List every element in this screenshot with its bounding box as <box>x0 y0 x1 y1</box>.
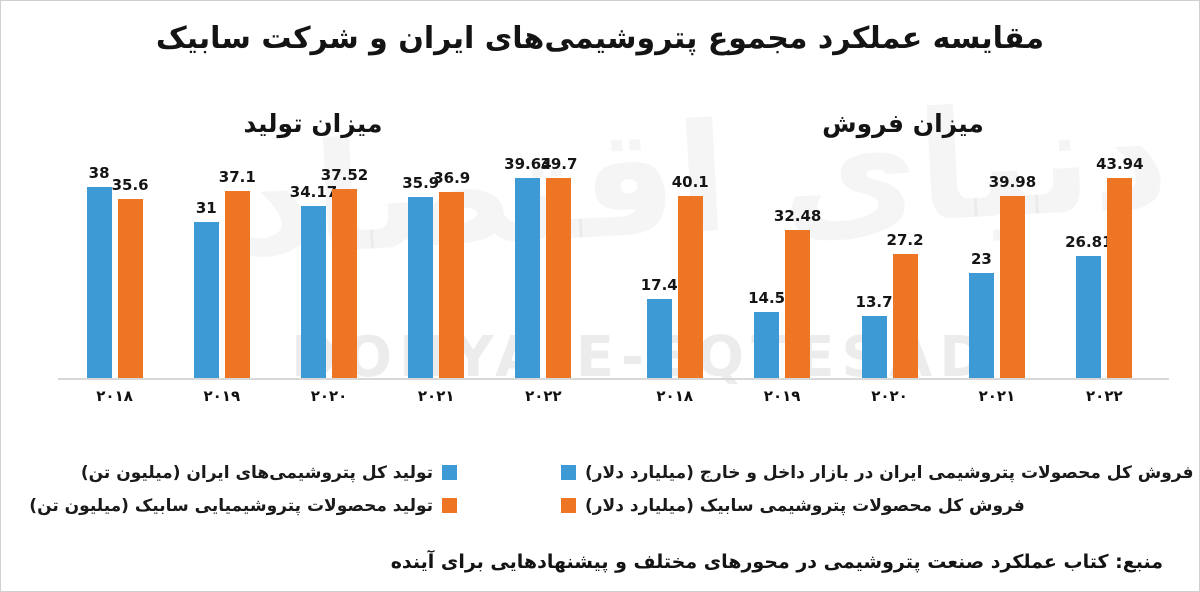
bar-iran: 14.5 <box>748 289 785 378</box>
bar-sabic: 32.48 <box>774 207 821 378</box>
legend-swatch-blue <box>561 465 576 480</box>
legend-swatch-blue <box>442 465 457 480</box>
legend-swatch-orange <box>561 498 576 513</box>
bar-iran: 17.4 <box>641 276 678 378</box>
legend-label: تولید کل پتروشیمی‌های ایران (میلیون تن) <box>80 462 433 483</box>
bar-iran: 34.17 <box>290 183 337 378</box>
chart-title: مقایسه عملکرد مجموع پتروشیمی‌های ایران و… <box>155 21 1045 56</box>
x-axis-line <box>58 378 1169 380</box>
sales-year-labels: ۲۰۱۸ ۲۰۱۹ ۲۰۲۰ ۲۰۲۱ ۲۰۲۲ <box>621 387 1158 405</box>
legend-sales: فروش کل محصولات پتروشیمی ایران در بازار … <box>561 461 1194 517</box>
bar-iran: 23 <box>968 250 994 378</box>
year-label: ۲۰۱۹ <box>203 387 241 405</box>
bar-group: 39.64 39.7 <box>490 151 597 378</box>
value-label: 36.9 <box>433 169 471 188</box>
value-label: 13.7 <box>855 292 893 311</box>
value-label: 14.5 <box>748 289 786 307</box>
bar-sabic: 39.7 <box>540 155 577 378</box>
value-label: 40.1 <box>671 172 709 191</box>
year-label: ۲۰۲۱ <box>417 387 455 405</box>
bar-group: 35.9 36.9 <box>383 151 490 378</box>
value-label: 37.1 <box>218 168 256 187</box>
value-label: 31 <box>195 198 217 217</box>
bar-sabic: 35.6 <box>112 176 149 378</box>
legend-item-iran-sales: فروش کل محصولات پتروشیمی ایران در بازار … <box>561 461 1194 484</box>
year-label: ۲۰۱۸ <box>96 387 133 405</box>
bar-iran: 38 <box>86 164 112 378</box>
source-note: منبع: کتاب عملکرد صنعت پتروشیمی در محوره… <box>390 551 1163 573</box>
year-label: ۲۰۲۰ <box>871 387 908 405</box>
bar-iran: 35.9 <box>402 174 439 378</box>
value-label: 38 <box>88 163 110 182</box>
bar-sabic: 36.9 <box>433 169 470 378</box>
bar-sabic: 27.2 <box>887 231 924 378</box>
value-label: 37.52 <box>320 166 369 184</box>
value-label: 26.81 <box>1065 233 1113 251</box>
value-label: 39.7 <box>540 155 578 173</box>
value-label: 35.9 <box>402 174 440 193</box>
legend-swatch-orange <box>442 498 457 513</box>
value-label: 35.6 <box>111 175 149 194</box>
year-label: ۲۰۱۹ <box>763 387 801 405</box>
bar-group: 23 39.98 <box>943 151 1050 378</box>
bar-sabic: 37.52 <box>321 166 368 378</box>
value-label: 27.2 <box>886 231 924 250</box>
bar-group: 38 35.6 <box>61 151 168 378</box>
subtitle-production: میزان تولید <box>243 109 383 138</box>
value-label: 39.64 <box>504 155 552 174</box>
value-label: 17.4 <box>640 275 678 294</box>
bar-sabic: 40.1 <box>672 173 709 378</box>
year-label: ۲۰۲۲ <box>525 387 562 405</box>
legend-item-sabic-production: تولید محصولات پتروشیمیایی سابیک (میلیون … <box>29 494 457 517</box>
legend-production: تولید کل پتروشیمی‌های ایران (میلیون تن) … <box>29 461 457 517</box>
bar-group: 34.17 37.52 <box>275 151 382 378</box>
legend-item-iran-production: تولید کل پتروشیمی‌های ایران (میلیون تن) <box>29 461 457 484</box>
value-label: 43.94 <box>1096 155 1144 173</box>
legend-label: فروش کل محصولات پتروشیمی ایران در بازار … <box>585 462 1194 483</box>
bar-group: 14.5 32.48 <box>728 151 835 378</box>
value-label: 23 <box>970 250 992 269</box>
legend-label: تولید محصولات پتروشیمیایی سابیک (میلیون … <box>29 495 433 516</box>
bar-iran: 13.7 <box>856 293 893 378</box>
bar-sabic: 43.94 <box>1096 155 1144 378</box>
legend-label: فروش کل محصولات پتروشیمی سابیک (میلیارد … <box>585 495 1025 516</box>
value-label: 34.17 <box>289 182 338 201</box>
bar-group: 31 37.1 <box>168 151 275 378</box>
production-plot: 38 35.6 31 37.1 34.17 37.52 35.9 36.9 39.64 39.7 <box>61 151 597 378</box>
year-label: ۲۰۲۲ <box>1086 387 1123 405</box>
value-label: 32.48 <box>773 207 822 226</box>
year-label: ۲۰۲۱ <box>978 387 1016 405</box>
year-label: ۲۰۲۰ <box>310 387 348 405</box>
bar-iran: 31 <box>193 199 219 378</box>
subtitle-sales: میزان فروش <box>822 109 984 138</box>
value-label: 39.98 <box>988 173 1037 191</box>
bar-group: 17.4 40.1 <box>621 151 728 378</box>
legend-item-sabic-sales: فروش کل محصولات پتروشیمی سابیک (میلیارد … <box>561 494 1194 517</box>
bar-iran: 26.81 <box>1065 233 1113 378</box>
bar-group: 26.81 43.94 <box>1051 151 1158 378</box>
sales-plot: 17.4 40.1 14.5 32.48 13.7 27.2 23 39.98 26.81 43.… <box>621 151 1158 378</box>
production-year-labels: ۲۰۱۸ ۲۰۱۹ ۲۰۲۰ ۲۰۲۱ ۲۰۲۲ <box>61 387 597 405</box>
bar-group: 13.7 27.2 <box>836 151 943 378</box>
year-label: ۲۰۱۸ <box>656 387 694 405</box>
bar-sabic: 39.98 <box>989 173 1036 378</box>
bar-iran: 39.64 <box>504 155 552 378</box>
bar-sabic: 37.1 <box>219 168 256 378</box>
